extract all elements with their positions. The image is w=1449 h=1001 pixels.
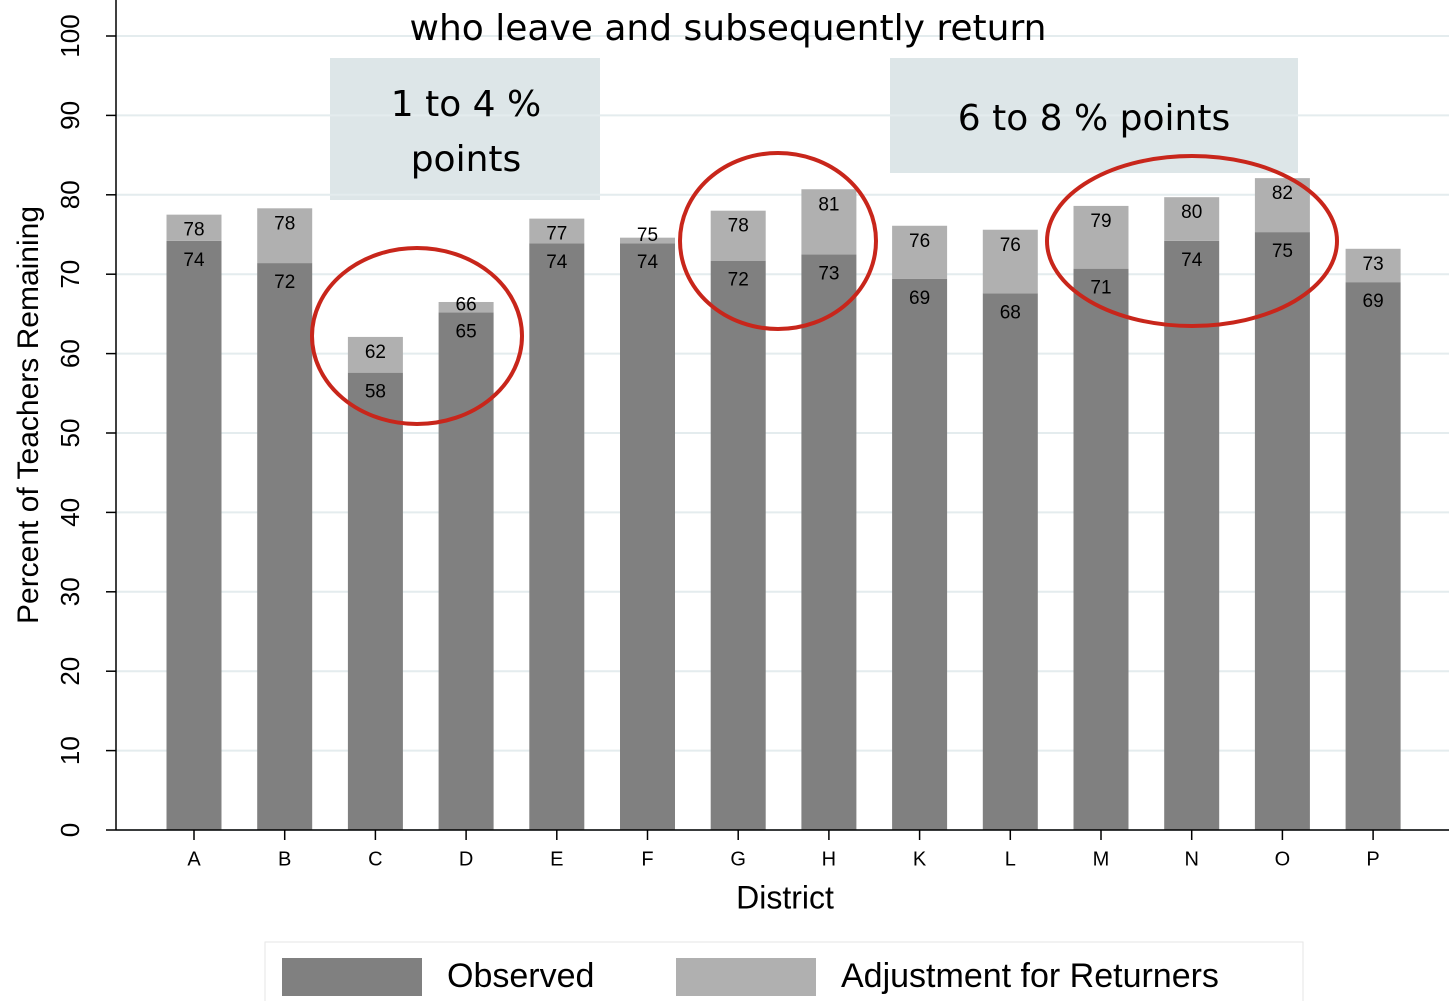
bar-segment — [710, 210, 766, 261]
x-tick-label: L — [1005, 848, 1016, 870]
x-tick-label: O — [1275, 848, 1291, 870]
y-tick-label: 60 — [55, 339, 85, 368]
bar-segment — [801, 189, 857, 255]
total-label: 82 — [1272, 183, 1293, 204]
total-label: 78 — [183, 220, 204, 241]
y-axis-label: Percent of Teachers Remaining — [12, 206, 45, 624]
y-tick-label: 40 — [55, 498, 85, 527]
data-label: 68 — [1000, 302, 1021, 323]
bar-segment — [166, 240, 222, 831]
y-tick-label: 0 — [55, 823, 85, 837]
total-label: 78 — [274, 213, 295, 234]
data-label: 69 — [909, 288, 930, 309]
bar-segment — [529, 243, 585, 830]
data-label: 58 — [365, 382, 386, 403]
x-tick-label: F — [641, 848, 653, 870]
highlight-ellipse — [1045, 154, 1339, 328]
x-tick-label: P — [1366, 848, 1379, 870]
total-label: 80 — [1181, 202, 1202, 223]
y-tick-label: 50 — [55, 419, 85, 448]
x-axis-label: District — [736, 879, 834, 915]
data-label: 74 — [546, 252, 568, 273]
bar-segment — [257, 263, 313, 831]
annotation-box — [330, 58, 600, 200]
data-label: 74 — [637, 252, 659, 273]
data-label: 74 — [1181, 250, 1203, 271]
total-label: 77 — [546, 224, 567, 245]
bar-segment — [1073, 268, 1129, 831]
data-label: 72 — [728, 270, 749, 291]
annotation: 1 to 4 % — [391, 84, 542, 125]
bar-segment — [347, 372, 403, 830]
bar-segment — [1345, 248, 1401, 283]
bar-segment — [1254, 232, 1310, 831]
x-tick-label: M — [1093, 848, 1110, 870]
x-tick-label: B — [278, 848, 291, 870]
bar-segment — [529, 218, 585, 244]
highlight-ellipse — [310, 246, 524, 426]
bar-segment — [620, 243, 675, 830]
data-label: 71 — [1090, 278, 1111, 299]
bar-segment — [982, 229, 1038, 294]
total-label: 79 — [1090, 211, 1111, 232]
x-tick-label: C — [368, 848, 382, 870]
x-tick-label: D — [459, 848, 473, 870]
total-label: 66 — [456, 294, 477, 315]
bar-segment — [438, 301, 494, 313]
y-tick-label: 70 — [55, 260, 85, 289]
bar-segment — [438, 312, 494, 830]
total-label: 75 — [637, 225, 658, 246]
x-tick-label: H — [822, 848, 836, 870]
chart-title: who leave and subsequently return — [410, 8, 1047, 49]
total-label: 76 — [1000, 235, 1021, 256]
legend-swatch — [282, 958, 422, 996]
annotation: points — [411, 139, 522, 180]
y-tick-label: 80 — [55, 180, 85, 209]
legend-label: Adjustment for Returners — [841, 957, 1219, 995]
highlight-ellipse — [678, 151, 878, 331]
x-tick-label: E — [550, 848, 563, 870]
bar-segment — [1345, 282, 1401, 830]
legend-swatch — [676, 958, 816, 996]
data-label: 74 — [183, 250, 205, 271]
legend-label: Observed — [447, 957, 594, 995]
bar-segment — [1164, 197, 1220, 241]
total-label: 76 — [909, 231, 930, 252]
bar-segment — [892, 278, 948, 830]
x-tick-label: A — [187, 848, 201, 870]
x-tick-label: G — [730, 848, 746, 870]
bar-segment — [620, 237, 675, 244]
y-tick-label: 20 — [55, 657, 85, 686]
data-label: 72 — [274, 272, 295, 293]
data-label: 65 — [456, 321, 477, 342]
bar-segment — [166, 214, 222, 241]
y-tick-label: 100 — [55, 14, 85, 57]
bar-segment — [1164, 240, 1220, 831]
total-label: 73 — [1363, 254, 1384, 275]
data-label: 69 — [1363, 291, 1384, 312]
bar-segment — [801, 254, 857, 831]
data-label: 75 — [1272, 241, 1293, 262]
data-label: 73 — [818, 263, 839, 284]
bar-segment — [257, 208, 313, 264]
annotation: 6 to 8 % points — [958, 98, 1231, 139]
total-label: 81 — [818, 194, 839, 215]
x-tick-label: K — [913, 848, 927, 870]
total-label: 62 — [365, 342, 386, 363]
total-label: 78 — [728, 216, 749, 237]
y-tick-label: 10 — [55, 736, 85, 765]
bar-segment — [982, 293, 1038, 831]
x-tick-label: N — [1184, 848, 1198, 870]
y-tick-label: 90 — [55, 101, 85, 130]
bar-segment — [892, 225, 948, 279]
bar-segment — [1073, 205, 1129, 269]
bar-segment — [710, 260, 766, 830]
bar-segment — [347, 336, 403, 373]
y-tick-label: 30 — [55, 577, 85, 606]
